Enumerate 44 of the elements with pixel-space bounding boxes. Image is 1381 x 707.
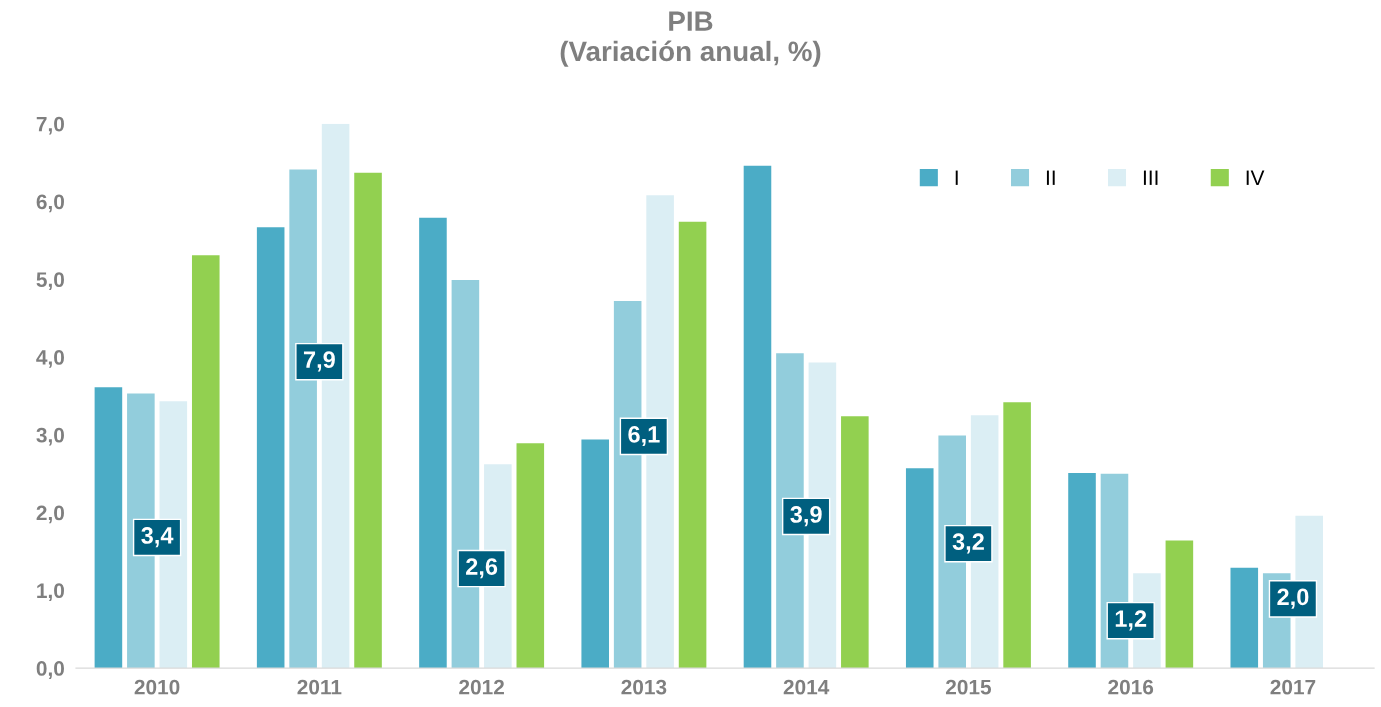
- bar: [1165, 540, 1194, 669]
- annotation: 7,9: [303, 351, 335, 372]
- y-tick-label: 0,0: [36, 661, 64, 679]
- bar: [94, 387, 123, 669]
- legend-label: II: [1046, 170, 1055, 185]
- bar: [1003, 402, 1031, 669]
- bar: [354, 172, 382, 669]
- x-tick-label: 2014: [783, 679, 830, 695]
- annotation: 2,6: [466, 558, 498, 579]
- x-tick-label: 2011: [297, 679, 342, 695]
- x-tick-label: 2017: [1270, 679, 1316, 695]
- bar: [841, 416, 869, 669]
- y-tick-label: 7,0: [36, 116, 64, 135]
- y-tick-label: 5,0: [36, 272, 64, 291]
- bar: [516, 443, 545, 669]
- x-tick-label: 2013: [621, 679, 667, 695]
- legend-label: I: [955, 170, 958, 185]
- x-tick-label: 2015: [945, 679, 992, 695]
- annotation: 3,9: [790, 506, 822, 527]
- bar: [905, 468, 934, 669]
- bar: [678, 221, 707, 669]
- chart-title: PIB (Variación anual, %): [560, 11, 821, 67]
- legend-label: III: [1143, 170, 1158, 185]
- bar: [743, 165, 772, 669]
- bar: [1068, 472, 1096, 669]
- annotation: 3,2: [952, 533, 984, 554]
- annotation: 1,2: [1115, 610, 1147, 631]
- y-tick-label: 4,0: [36, 350, 64, 368]
- x-tick-label: 2012: [459, 679, 504, 695]
- x-tick-label: 2016: [1108, 679, 1154, 695]
- annotation: 3,4: [141, 527, 174, 548]
- bar: [256, 227, 285, 669]
- bar: [419, 217, 447, 669]
- x-tick-label: 2010: [134, 679, 180, 695]
- bar: [581, 439, 609, 669]
- bar: [191, 255, 220, 669]
- y-tick-label: 6,0: [36, 194, 64, 213]
- y-tick-label: 3,0: [36, 427, 64, 446]
- y-tick-label: 2,0: [36, 505, 64, 524]
- y-tick-label: 1,0: [37, 583, 64, 602]
- bar: [1230, 567, 1259, 669]
- legend-label: IV: [1246, 170, 1265, 185]
- annotation: 6,1: [628, 425, 660, 447]
- annotation: 2,0: [1277, 588, 1309, 609]
